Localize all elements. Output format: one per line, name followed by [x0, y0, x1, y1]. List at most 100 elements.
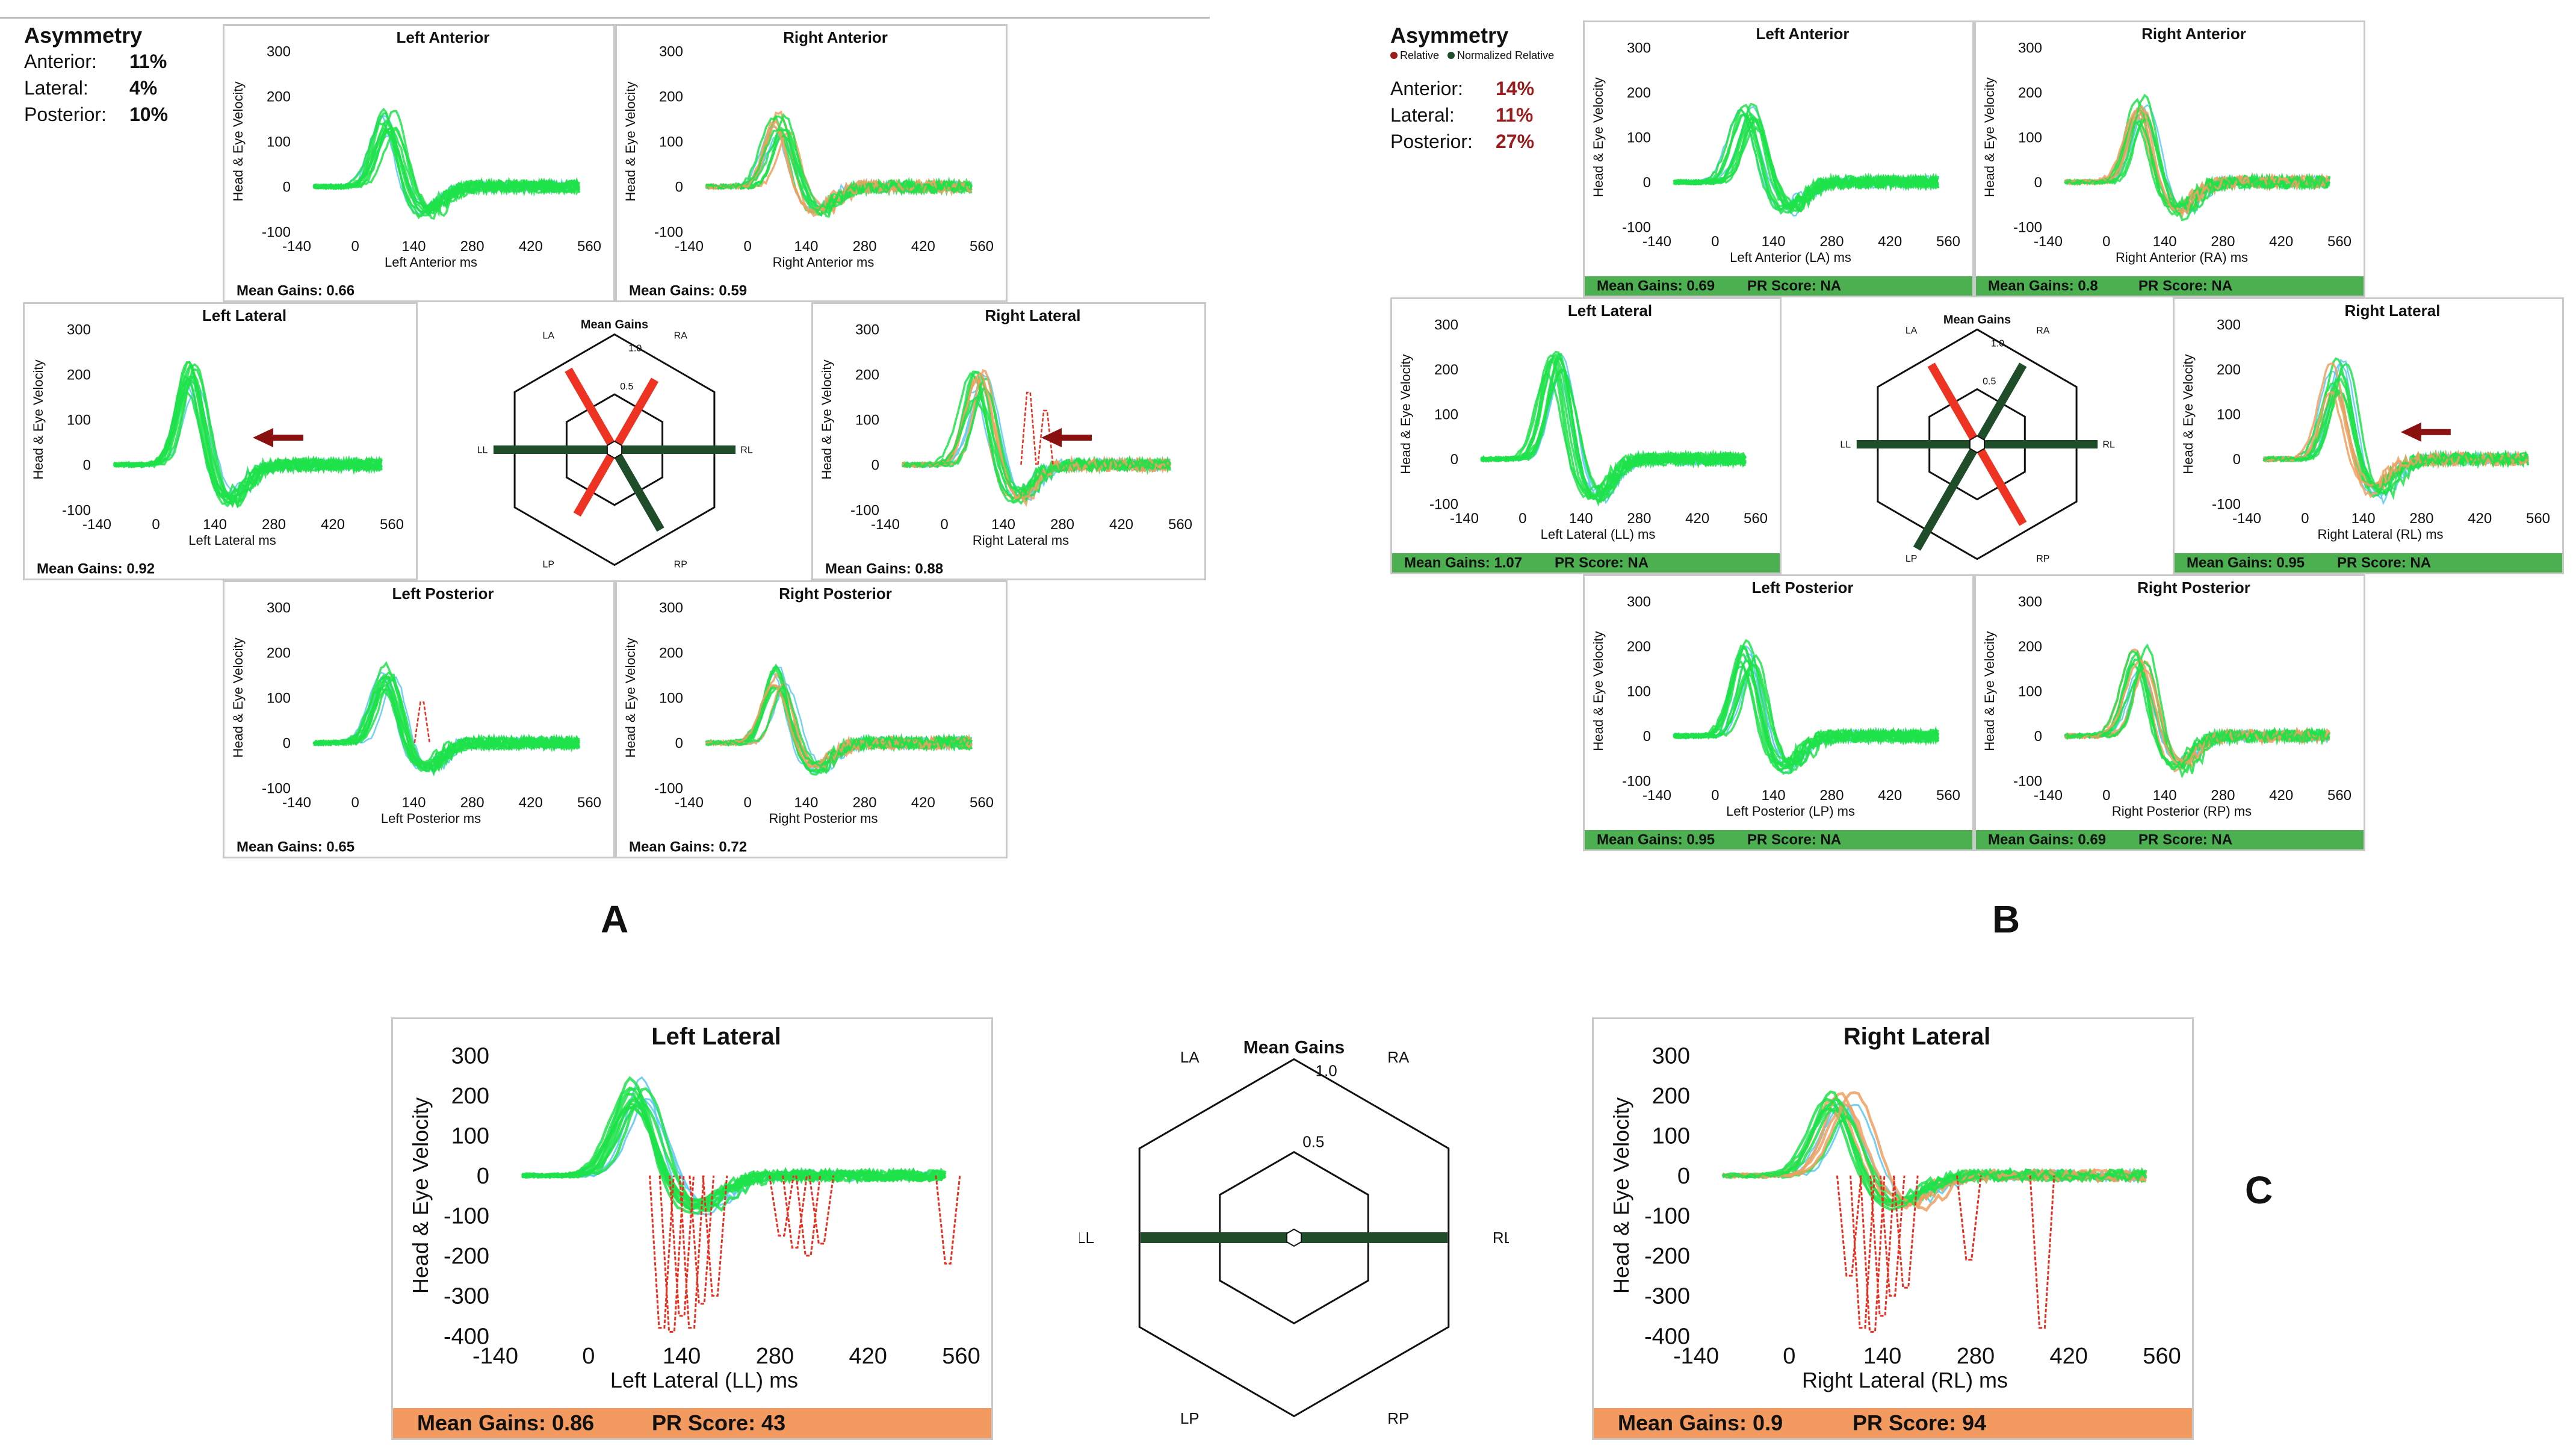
x-tick-label: 0 [351, 795, 359, 811]
x-tick-label: 140 [2352, 510, 2376, 527]
y-tick-label: 300 [2018, 594, 2042, 610]
pr-score-label: PR Score: NA [2138, 832, 2232, 848]
saccade-trace [702, 1175, 728, 1297]
mean-gains-label: Mean Gains: 0.65 [237, 839, 355, 855]
y-tick-label: -100 [62, 502, 91, 518]
x-tick-label: 280 [460, 795, 485, 811]
y-axis-label: Head & Eye Velocity [231, 81, 246, 201]
x-axis-label: Left Lateral ms [188, 533, 276, 548]
footer-bar [1392, 553, 1780, 572]
chart-svg: Left Lateral -400 -300 -200 -100 0 100 200 300 -1… [393, 1023, 991, 1438]
saccade-trace [1859, 1175, 1886, 1333]
eye-velocity-trace [113, 374, 383, 498]
footer-bar [1585, 276, 1972, 296]
y-tick-label: -300 [444, 1284, 489, 1309]
x-tick-label: 0 [351, 238, 359, 255]
y-tick-label: 300 [451, 1043, 489, 1069]
x-tick-label: 560 [577, 795, 601, 811]
x-tick-label: 140 [2153, 787, 2177, 804]
y-tick-label: 100 [451, 1123, 489, 1149]
y-axis-label: Head & Eye Velocity [1591, 77, 1606, 197]
eye-velocity-trace [705, 665, 972, 776]
mean-gains-label: Mean Gains: 0.66 [237, 283, 355, 299]
hexagon-title: Mean Gains [581, 318, 648, 331]
eye-velocity-trace [313, 688, 580, 767]
eye-velocity-trace [1481, 352, 1747, 504]
x-tick-label: 0 [744, 795, 752, 811]
trace-group [2262, 357, 2530, 506]
hexagon-svg: Mean Gains 1.0 0.5 LA RA LL RL LP RP [477, 318, 753, 570]
y-tick-label: 0 [1451, 451, 1458, 468]
y-tick-label: 200 [451, 1084, 489, 1109]
y-tick-label: 100 [659, 690, 683, 706]
chart-svg: Right Posterior -100 0 100 200 300 -140 0 140 280… [1976, 579, 2364, 849]
x-tick-label: 420 [1878, 234, 1902, 250]
saccade-trace [658, 1175, 685, 1333]
x-tick-label: 0 [152, 517, 159, 533]
x-tick-label: 420 [1878, 787, 1902, 804]
chart-svg: Right Posterior -100 0 100 200 300 -140 0 140 280… [623, 585, 994, 855]
pr-score-label: PR Score: NA [1747, 278, 1841, 294]
y-tick-label: 300 [2018, 40, 2042, 56]
trace-group [705, 110, 973, 219]
y-tick-label: -100 [2013, 773, 2042, 789]
x-axis-label: Right Lateral (RL) ms [2317, 527, 2443, 542]
y-tick-label: 0 [2034, 175, 2042, 191]
hexagon-title: Mean Gains [1943, 313, 2011, 326]
y-tick-label: 0 [1677, 1164, 1690, 1189]
eye-velocity-trace [313, 128, 580, 214]
trace-group [521, 1076, 947, 1215]
canal-label: LP [542, 560, 554, 570]
mean-gains-label: Mean Gains: 0.9 [1618, 1410, 1783, 1435]
chart-title: Right Anterior [2141, 25, 2246, 43]
saccade-trace [1037, 409, 1054, 465]
eye-velocity-trace [2064, 117, 2330, 211]
x-tick-label: -140 [2232, 510, 2261, 527]
trace-group [2064, 643, 2331, 779]
chart-svg: Right Lateral -100 0 100 200 300 -140 0 140 280 42… [819, 306, 1192, 577]
canal-label: LL [477, 445, 488, 456]
chart-panel-a-left-anterior: Left Anterior -100 0 100 200 300 -140 0 140 280 42… [223, 24, 615, 302]
mean-gains-label: Mean Gains: 0.92 [37, 561, 155, 577]
eye-velocity-trace [522, 1087, 947, 1213]
y-tick-label: 100 [1627, 683, 1651, 700]
hexagon-outer [1877, 328, 2078, 560]
x-tick-label: 0 [1711, 787, 1719, 804]
chart-panel-b-left-anterior: Left Anterior -100 0 100 200 300 -140 0 140 280 42… [1583, 20, 1974, 297]
y-axis-label: Head & Eye Velocity [2181, 354, 2196, 474]
x-axis-label: Left Posterior ms [381, 811, 481, 826]
x-tick-label: 280 [460, 238, 485, 255]
chart-svg: Left Lateral -100 0 100 200 300 -140 0 140 280 420… [1392, 302, 1780, 572]
trace-group [1673, 639, 1940, 775]
gain-bar [1973, 442, 2027, 526]
pr-score-label: PR Score: NA [1555, 555, 1649, 571]
arrow-head-icon [2400, 422, 2421, 442]
x-tick-label: 280 [2409, 510, 2433, 527]
eye-velocity-trace [2064, 669, 2331, 768]
gain-bar [610, 447, 664, 532]
mean-gains-label: Mean Gains: 0.59 [629, 283, 747, 299]
canal-label: RP [1387, 1409, 1409, 1427]
eye-velocity-trace [1673, 113, 1939, 213]
canal-label: RL [1493, 1229, 1509, 1247]
footer-bar [2175, 553, 2562, 572]
x-tick-label: -140 [1450, 510, 1479, 527]
hexagon-inner [1219, 1150, 1369, 1325]
canal-label: RP [2036, 554, 2049, 564]
y-tick-label: -300 [1644, 1284, 1690, 1309]
y-tick-label: 200 [659, 645, 683, 661]
eye-velocity-trace [2064, 93, 2330, 222]
y-tick-label: 300 [659, 600, 683, 616]
x-tick-label: 560 [1936, 787, 1960, 804]
x-tick-label: 280 [2211, 787, 2235, 804]
y-tick-label: 200 [67, 367, 91, 383]
chart-panel-b-right-posterior: Right Posterior -100 0 100 200 300 -140 0 140 280… [1974, 574, 2365, 851]
y-tick-label: 0 [283, 735, 291, 751]
hexagon-svg: Mean Gains 1.0 0.5 LA RA LL RL LP RP [1840, 313, 2115, 564]
y-tick-label: 100 [2217, 406, 2241, 423]
eye-velocity-trace [1673, 662, 1940, 768]
x-tick-label: 280 [1627, 510, 1651, 527]
y-tick-label: -100 [1622, 219, 1651, 235]
y-tick-label: 200 [2018, 85, 2042, 101]
eye-velocity-trace [521, 1105, 946, 1202]
